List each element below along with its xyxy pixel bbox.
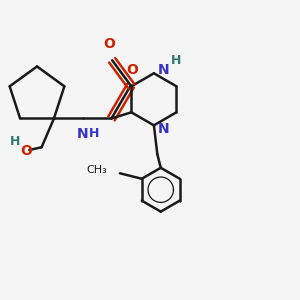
- Text: N: N: [158, 63, 169, 77]
- Text: N: N: [158, 122, 169, 136]
- Text: H: H: [89, 128, 100, 140]
- Text: N: N: [77, 128, 88, 141]
- Text: H: H: [171, 55, 181, 68]
- Text: O: O: [103, 38, 115, 51]
- Text: H: H: [10, 135, 20, 148]
- Text: CH₃: CH₃: [87, 165, 107, 175]
- Text: O: O: [21, 144, 32, 158]
- Text: O: O: [126, 63, 138, 77]
